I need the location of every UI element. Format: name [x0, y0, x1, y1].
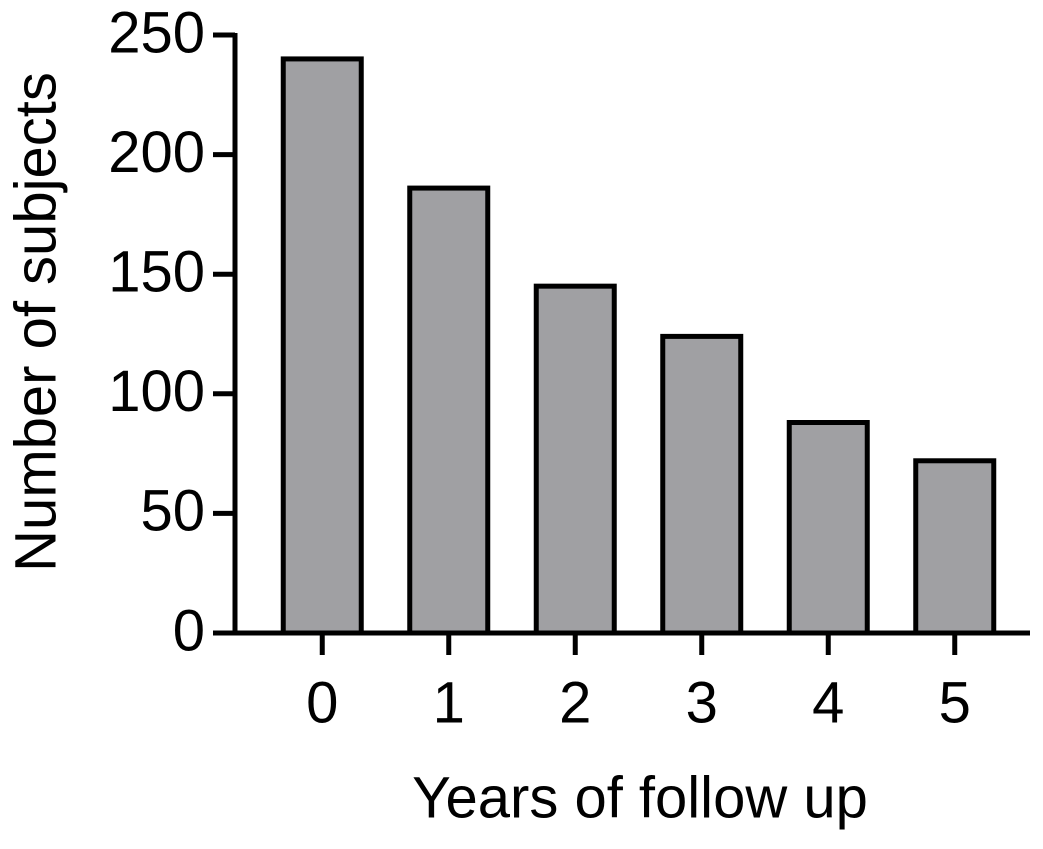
- bar: [660, 333, 744, 636]
- bar: [913, 458, 997, 636]
- bar: [280, 56, 364, 636]
- bar: [407, 185, 491, 636]
- y-tick-label: 0: [173, 598, 205, 663]
- y-axis-title: Number of subjects: [3, 72, 68, 572]
- y-tick-label: 200: [108, 120, 205, 185]
- x-tick-label: 2: [559, 670, 591, 735]
- y-tick-label: 50: [140, 479, 205, 544]
- x-tick-label: 4: [812, 670, 844, 735]
- bar: [786, 420, 870, 636]
- y-tick-label: 250: [108, 0, 205, 65]
- y-tick-label: 150: [108, 240, 205, 305]
- y-tick-label: 100: [108, 359, 205, 424]
- x-axis-title: Years of follow up: [412, 765, 868, 830]
- x-tick-label: 1: [433, 670, 465, 735]
- x-tick-label: 0: [306, 670, 338, 735]
- bar: [533, 283, 617, 636]
- x-tick-label: 5: [939, 670, 971, 735]
- x-tick-label: 3: [686, 670, 718, 735]
